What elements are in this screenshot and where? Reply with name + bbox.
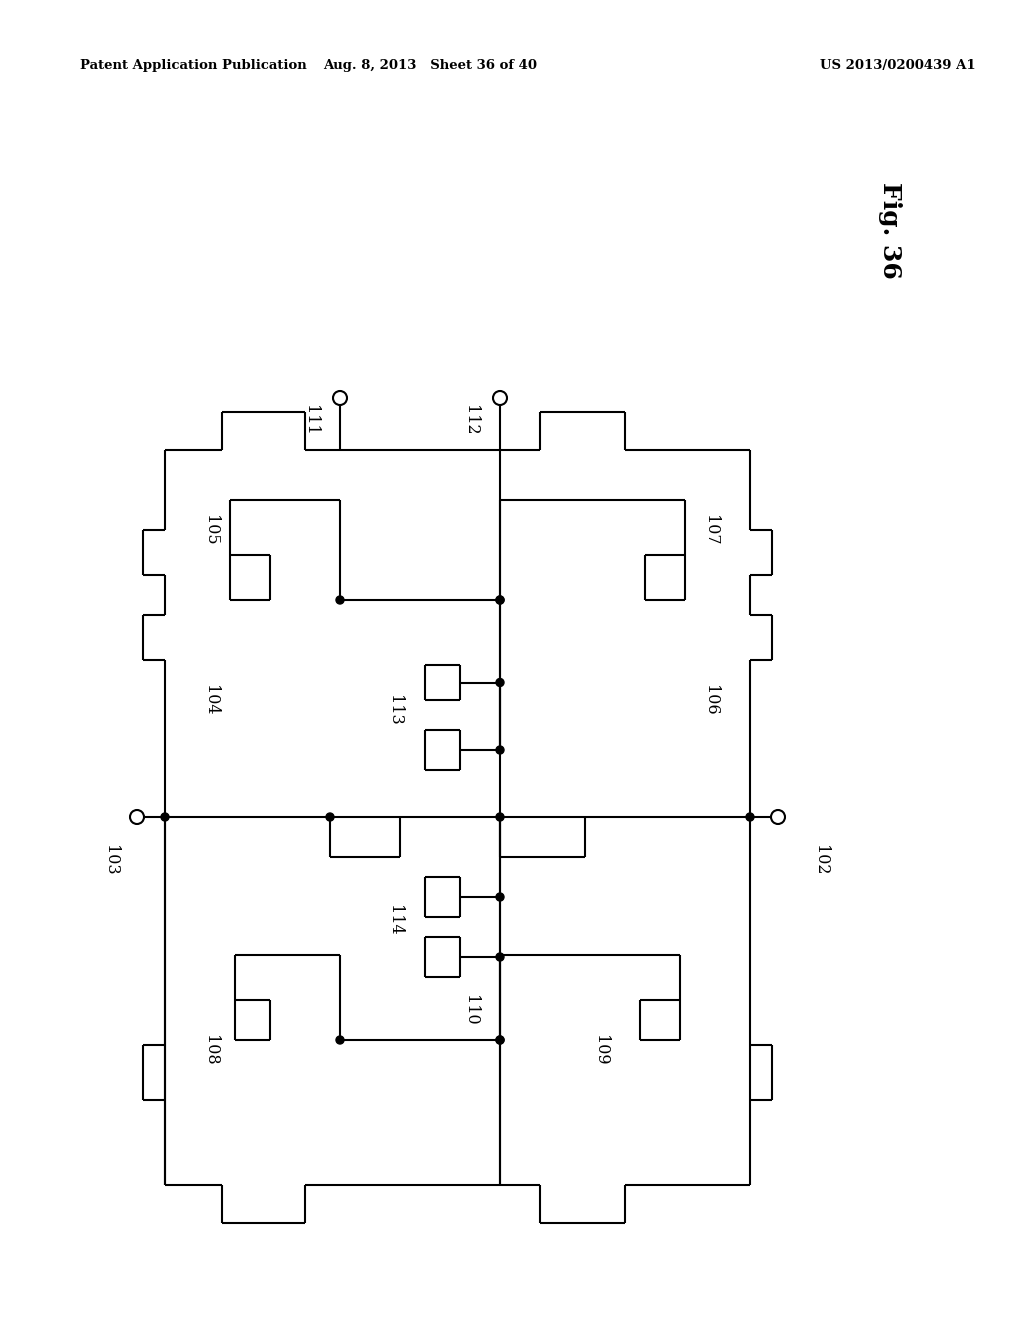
Circle shape [496,597,504,605]
Circle shape [496,746,504,754]
Text: 113: 113 [386,694,403,726]
Circle shape [130,810,144,824]
Circle shape [496,894,504,902]
Text: Patent Application Publication: Patent Application Publication [80,58,307,71]
Text: US 2013/0200439 A1: US 2013/0200439 A1 [820,58,976,71]
Circle shape [496,1036,504,1044]
Text: 114: 114 [386,904,403,936]
Circle shape [496,953,504,961]
Circle shape [771,810,785,824]
Text: 110: 110 [462,995,478,1026]
Text: 103: 103 [101,845,119,875]
Circle shape [496,813,504,821]
Text: 106: 106 [701,685,719,715]
Circle shape [336,597,344,605]
Text: 107: 107 [701,515,719,545]
Circle shape [496,678,504,686]
Text: 111: 111 [301,405,318,436]
Circle shape [336,1036,344,1044]
Text: 105: 105 [202,515,218,545]
Text: 112: 112 [462,405,478,436]
Text: 102: 102 [811,845,828,875]
Circle shape [161,813,169,821]
Circle shape [493,391,507,405]
Text: Fig. 36: Fig. 36 [878,182,902,279]
Circle shape [496,597,504,605]
Text: 109: 109 [592,1035,608,1065]
Circle shape [326,813,334,821]
Circle shape [746,813,754,821]
Circle shape [333,391,347,405]
Text: 104: 104 [202,685,218,715]
Circle shape [496,1036,504,1044]
Text: Aug. 8, 2013   Sheet 36 of 40: Aug. 8, 2013 Sheet 36 of 40 [323,58,537,71]
Text: 108: 108 [202,1035,218,1065]
